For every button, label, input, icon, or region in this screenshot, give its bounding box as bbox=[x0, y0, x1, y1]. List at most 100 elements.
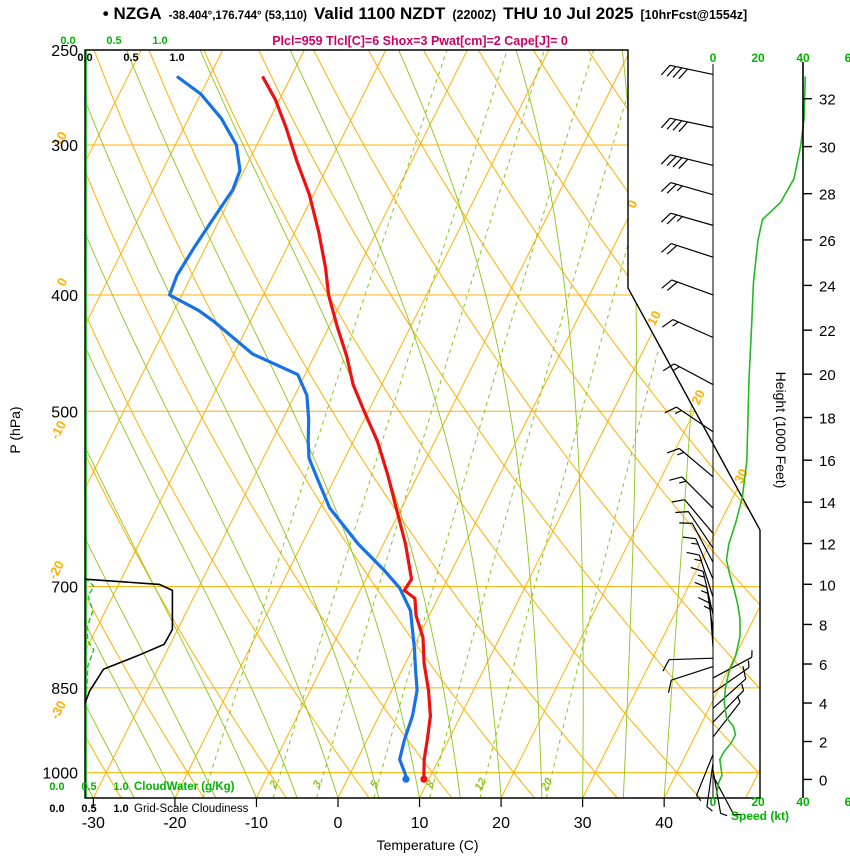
dry-adiabat-line bbox=[85, 50, 453, 798]
valid-time-z: (2200Z) bbox=[452, 8, 497, 22]
temperature-tick-label: -20 bbox=[163, 815, 186, 832]
wind-barb bbox=[695, 754, 714, 802]
dry-adiabat-line bbox=[422, 50, 760, 798]
isotherm-label: 10 bbox=[644, 308, 664, 328]
isotherm-label: 0 bbox=[624, 197, 641, 210]
speed-tick-label-bottom: 40 bbox=[796, 795, 810, 809]
mixing-ratio-line bbox=[316, 50, 545, 798]
valid-time: Valid 1100 NZDT bbox=[313, 4, 446, 23]
wind-barb bbox=[686, 551, 714, 598]
dry-adiabat-label: -10 bbox=[47, 418, 69, 442]
wind-barb bbox=[661, 243, 714, 258]
wind-barb bbox=[671, 499, 714, 534]
mixing-ratio-line bbox=[202, 50, 448, 798]
temperature-axis-title: Temperature (C) bbox=[377, 837, 479, 853]
height-tick-label: 32 bbox=[819, 92, 836, 109]
wind-barb bbox=[660, 154, 714, 170]
moist-adiabat-line bbox=[288, 50, 502, 798]
sounding-indices: Plcl=959 Tlcl[C]=6 Shox=3 Pwat[cm]=2 Cap… bbox=[272, 34, 568, 48]
wind-barb bbox=[712, 660, 750, 694]
isotherm-line bbox=[85, 50, 305, 798]
pressure-tick-label: 250 bbox=[51, 43, 78, 60]
wind-barb bbox=[706, 763, 714, 812]
wind-barb bbox=[666, 447, 714, 478]
speed-tick-label-bottom: 20 bbox=[751, 795, 765, 809]
height-tick-label: 18 bbox=[819, 411, 836, 428]
height-tick-label: 30 bbox=[819, 140, 836, 157]
dry-adiabat-line bbox=[148, 50, 618, 798]
height-tick-label: 20 bbox=[819, 367, 836, 384]
green-gridlines bbox=[85, 50, 741, 798]
wind-speed-group bbox=[715, 76, 807, 796]
moist-adiabat-line bbox=[85, 50, 176, 798]
temperature-tick-label: 30 bbox=[574, 815, 592, 832]
height-tick-label: 12 bbox=[819, 537, 836, 554]
moist-adiabat-line bbox=[85, 50, 298, 798]
cloudwater-scale-top: 1.0 bbox=[152, 35, 167, 47]
isotherm-line bbox=[500, 50, 760, 798]
isotherm-line bbox=[174, 50, 550, 798]
temperature-tick-label: 40 bbox=[655, 815, 673, 832]
isotherm-line bbox=[92, 50, 468, 798]
height-tick-label: 16 bbox=[819, 453, 836, 470]
forecast-tag: [10hrFcst@1554z] bbox=[640, 8, 748, 22]
pressure-axis-title: P (hPa) bbox=[7, 406, 23, 453]
dry-adiabat-line bbox=[93, 50, 535, 798]
dry-adiabat-line bbox=[85, 50, 205, 798]
wind-barb bbox=[682, 536, 714, 580]
speed-tick-label-top: 40 bbox=[796, 51, 810, 65]
height-tick-label: 28 bbox=[819, 187, 836, 204]
cloudwater-scale-bottom: 0.0 bbox=[49, 781, 64, 793]
mixing-ratio-label: 3 bbox=[311, 779, 324, 790]
wind-barbs bbox=[660, 64, 753, 817]
dry-adiabat-line bbox=[313, 50, 760, 798]
wind-barb bbox=[662, 657, 714, 672]
moist-adiabat-line bbox=[514, 50, 584, 798]
pressure-tick-label: 400 bbox=[51, 288, 78, 305]
surface-temperature-dot bbox=[420, 775, 428, 783]
height-tick-label: 24 bbox=[819, 278, 836, 295]
dry-adiabat-line bbox=[203, 50, 701, 798]
height-tick-label: 0 bbox=[819, 772, 827, 789]
cloudiness-scale-top: 1.0 bbox=[169, 52, 184, 64]
sounding-traces bbox=[168, 75, 432, 783]
wind-barb bbox=[712, 683, 745, 723]
wind-barb bbox=[679, 522, 714, 563]
moist-adiabat-line bbox=[621, 50, 637, 798]
dry-adiabat-label: -20 bbox=[45, 558, 67, 582]
wind-speed-profile bbox=[715, 76, 807, 796]
height-tick-label: 8 bbox=[819, 617, 827, 634]
wind-barb bbox=[660, 64, 714, 80]
temperature-tick-label: 20 bbox=[492, 815, 510, 832]
wind-barb bbox=[712, 650, 753, 679]
height-tick-label: 14 bbox=[819, 495, 836, 512]
wind-barb bbox=[669, 476, 714, 509]
dry-adiabat-label: -30 bbox=[47, 698, 69, 722]
wind-barb bbox=[667, 666, 714, 694]
wind-barb bbox=[660, 212, 714, 226]
title-bar: • NZGA -38.404°,176.744° (53,110) Valid … bbox=[0, 4, 850, 24]
dry-adiabat-label: 10 bbox=[50, 129, 70, 149]
cloudiness-scale-bottom: 1.0 bbox=[113, 803, 128, 815]
height-tick-label: 22 bbox=[819, 323, 836, 340]
moist-adiabat-line bbox=[85, 50, 380, 798]
pressure-tick-label: 500 bbox=[51, 404, 78, 421]
cloudiness-axis-title: Grid-Scale Cloudiness bbox=[134, 803, 249, 815]
temperature-trace bbox=[261, 75, 432, 777]
wind-barb bbox=[660, 117, 714, 133]
moist-adiabat-line bbox=[85, 50, 339, 798]
cloudwater-axis-title: CloudWater (g/Kg) bbox=[134, 781, 235, 793]
cloudwater-profile bbox=[84, 577, 96, 701]
pressure-tick-label: 700 bbox=[51, 580, 78, 597]
wind-barb bbox=[664, 406, 714, 433]
cloudwater-scale-top: 0.5 bbox=[106, 35, 121, 47]
mixing-ratio-line bbox=[373, 50, 595, 798]
pressure-tick-label: 1000 bbox=[42, 766, 78, 783]
height-tick-label: 2 bbox=[819, 734, 827, 751]
wind-barb bbox=[712, 775, 741, 816]
speed-tick-label-bottom: 6 bbox=[845, 795, 850, 809]
